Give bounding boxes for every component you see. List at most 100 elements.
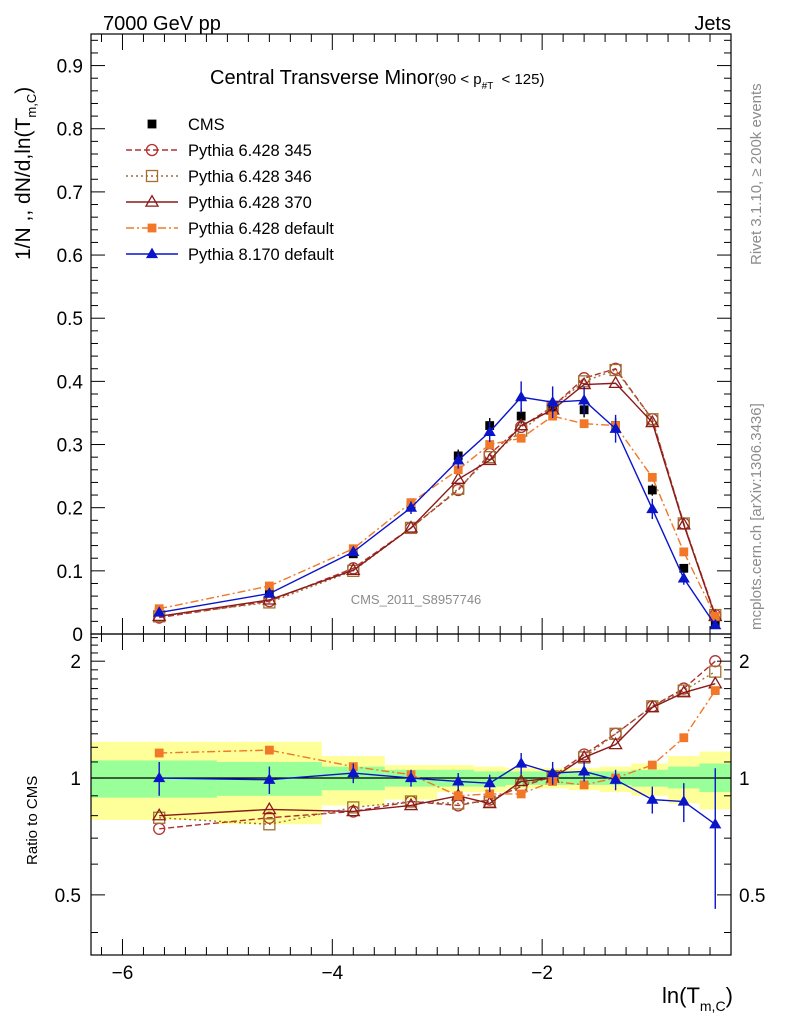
data-point	[153, 606, 166, 617]
ratio-line	[159, 671, 716, 825]
data-point	[579, 419, 589, 429]
legend-label: Pythia 6.428 370	[188, 194, 312, 212]
legend-entry: CMS	[147, 116, 225, 134]
ratio-tick-label-right: 2	[739, 652, 750, 673]
ratio-point	[347, 801, 360, 814]
ratio-point	[453, 791, 463, 801]
ratio-point	[404, 771, 418, 783]
ratio-point	[485, 789, 495, 799]
ratio-plot-series	[152, 655, 723, 909]
ratio-point	[152, 808, 167, 821]
rivet-label: Rivet 3.1.10, ≥ 200k events	[748, 83, 765, 265]
data-point	[679, 547, 689, 557]
data-point	[485, 440, 495, 449]
ratio-point	[579, 780, 589, 790]
ratio-point	[263, 773, 276, 784]
series-line	[159, 415, 716, 617]
energy-label: 7000 GeV pp	[103, 13, 221, 35]
ratio-point	[482, 795, 497, 809]
y-tick-label: 0.4	[57, 372, 84, 393]
series-line	[159, 382, 716, 618]
data-point	[513, 417, 529, 431]
data-point	[452, 453, 465, 465]
x-axis-label-end: )	[726, 983, 733, 1008]
series-line	[159, 367, 716, 619]
ratio-point	[452, 775, 465, 786]
data-point	[264, 581, 274, 591]
x-axis-label-sub: m,C	[700, 998, 726, 1014]
ratio-point	[263, 811, 276, 824]
chart-title-suffix-end: < 125)	[497, 71, 544, 88]
series-pythia-6-428-345	[153, 362, 722, 624]
jets-label: Jets	[694, 13, 731, 35]
series-pythia-6-428-default	[154, 411, 720, 621]
legend-entry: Pythia 6.428 370	[126, 194, 312, 212]
data-point	[546, 395, 559, 407]
series-pythia-6-428-370	[152, 375, 723, 622]
y-axis-label-sub: m,C	[24, 94, 39, 118]
ratio-point	[515, 757, 528, 768]
ratio-tick-label: 2	[70, 652, 81, 673]
data-point	[403, 520, 419, 533]
x-axis-label: ln(Tm,C)	[662, 983, 733, 1014]
ratio-point	[679, 733, 689, 743]
data-point	[609, 363, 622, 377]
legend-entry: Pythia 6.428 346	[126, 168, 312, 186]
data-point	[609, 422, 622, 433]
ratio-point	[646, 793, 659, 804]
legend-marker	[145, 169, 159, 183]
x-tick-label: −2	[531, 963, 553, 984]
series-pythia-8-170-default	[153, 381, 722, 630]
ratio-point	[403, 797, 419, 811]
ratio-point	[710, 686, 720, 695]
data-point	[709, 618, 722, 630]
chart-title-sub: #T	[482, 81, 494, 92]
legend-label: Pythia 6.428 345	[188, 142, 312, 160]
legend-marker	[145, 247, 159, 259]
legend-marker	[147, 223, 157, 233]
y-tick-label: 0.2	[57, 499, 83, 520]
data-point	[482, 452, 497, 466]
y-tick-label: 0.1	[57, 562, 83, 583]
ratio-point	[645, 699, 660, 713]
y-tick-label: 0.3	[57, 436, 83, 457]
y-tick-label: 0	[72, 625, 83, 646]
ratio-point	[578, 765, 591, 776]
ratio-point	[347, 766, 360, 778]
mcplots-label: mcplots.cern.ch [arXiv:1306.3436]	[748, 403, 765, 630]
data-point	[645, 414, 660, 428]
legend-entry: Pythia 6.428 default	[126, 220, 334, 238]
data-point	[679, 563, 689, 573]
y-tick-label: 0.8	[57, 120, 83, 141]
data-point	[347, 564, 360, 577]
ratio-point	[154, 748, 164, 758]
ratio-point	[346, 803, 361, 817]
y-tick-label: 0.9	[57, 57, 83, 78]
ratio-point	[483, 776, 496, 788]
ratio-point	[709, 665, 722, 678]
ratio-axis-label: Ratio to CMS	[24, 776, 41, 865]
ratio-point	[516, 789, 526, 799]
ratio-frame	[90, 633, 732, 956]
data-point	[647, 472, 657, 482]
ratio-point	[676, 684, 691, 698]
y-axis-label-main: 1/N ,, dN/d,ln(T	[12, 117, 35, 260]
legend-label: Pythia 8.170 default	[188, 246, 334, 264]
data-point	[676, 517, 691, 530]
ratio-point	[647, 760, 657, 770]
data-point	[263, 587, 276, 598]
ratio-point	[262, 801, 277, 815]
main-plot-series	[152, 362, 723, 630]
analysis-watermark: CMS_2011_S8957746	[351, 592, 482, 607]
y-tick-label: 0.7	[57, 183, 83, 204]
ratio-point	[609, 773, 622, 784]
ratio-tick-label: 0.5	[55, 886, 81, 907]
legend-marker	[144, 194, 160, 207]
data-point	[346, 562, 361, 575]
ratio-point	[576, 749, 592, 763]
ratio-point	[404, 795, 418, 808]
x-axis-label-main: ln(T	[662, 983, 700, 1008]
svg-text:1/N ,, dN/d,ln(Tm,C): 1/N ,, dN/d,ln(Tm,C)	[12, 87, 39, 260]
ratio-point	[608, 736, 623, 750]
